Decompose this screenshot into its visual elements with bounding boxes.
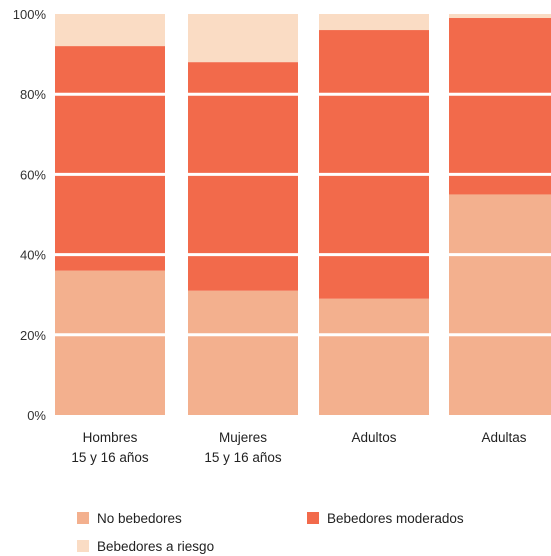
legend: No bebedores Bebedores moderados Bebedores… [77,511,464,554]
bar-segment [188,14,298,63]
bar-segment [55,46,165,271]
bar-segment [319,14,429,31]
bar-segment [449,18,551,195]
y-axis-ticks: 0% 20% 40% 60% 80% 100% [13,7,47,423]
legend-label: No bebedores [97,511,182,526]
legend-swatch [77,512,89,524]
legend-swatch [307,512,319,524]
category-label: 15 y 16 años [71,450,149,465]
category-label: 15 y 16 años [204,450,282,465]
bar-segment [188,62,298,291]
y-tick-label: 100% [13,7,47,22]
bar-segment [319,30,429,299]
y-tick-label: 80% [20,87,46,102]
bar-segment [449,14,551,19]
bar-segment [188,290,298,415]
y-tick-label: 20% [20,328,46,343]
bar-segment [55,270,165,415]
bar-segment [449,194,551,415]
y-tick-label: 0% [27,408,46,423]
category-label: Adultos [351,430,396,445]
gridlines-layer [55,92,551,337]
category-label: Mujeres [219,430,267,445]
y-tick-label: 60% [20,167,46,182]
legend-label: Bebedores moderados [327,511,464,526]
x-axis-labels: Hombres 15 y 16 años Mujeres 15 y 16 años Ad… [71,430,526,465]
category-label: Hombres [83,430,138,445]
legend-label: Bebedores a riesgo [97,539,214,554]
y-tick-label: 40% [20,248,46,263]
category-label: Adultas [481,430,526,445]
legend-swatch [77,540,89,552]
bar-segment [319,298,429,415]
bars-layer [55,14,551,415]
bar-segment [55,14,165,47]
